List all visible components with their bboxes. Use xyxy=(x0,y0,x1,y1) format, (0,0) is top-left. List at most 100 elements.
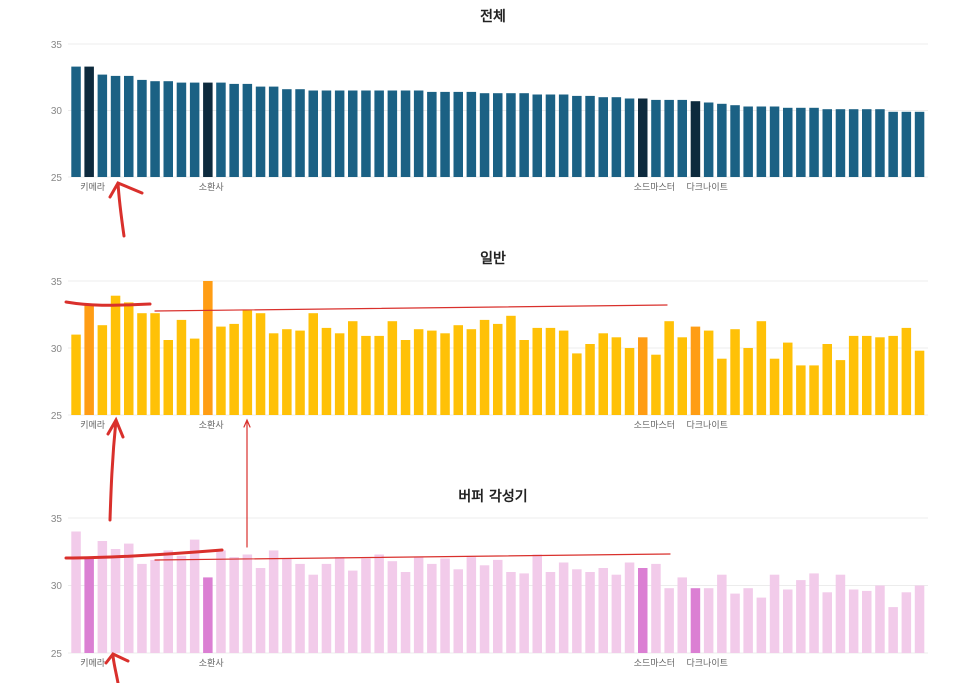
bar xyxy=(572,569,582,653)
bar xyxy=(730,593,740,653)
bar xyxy=(321,327,332,415)
bar xyxy=(914,350,925,415)
bar xyxy=(835,574,846,653)
bar-highlighted xyxy=(690,326,701,415)
bar xyxy=(348,90,358,177)
bar xyxy=(809,107,819,177)
bar xyxy=(888,335,898,415)
bar xyxy=(756,597,767,653)
bar xyxy=(308,313,318,415)
bar xyxy=(835,360,846,415)
bar xyxy=(216,82,226,177)
x-label-darkknight: 다크나이트 xyxy=(687,420,728,431)
bar xyxy=(71,66,81,177)
bar xyxy=(809,573,819,653)
bar xyxy=(229,557,239,653)
bar xyxy=(163,550,173,653)
annotation-underline-general xyxy=(64,300,152,307)
bar xyxy=(189,539,200,653)
x-label-swordmaster: 소드마스터 xyxy=(634,182,675,193)
bar xyxy=(453,91,463,177)
bar xyxy=(189,338,200,415)
bar xyxy=(124,75,134,177)
bar xyxy=(242,310,253,415)
bar-series xyxy=(71,281,925,415)
annotation-line-buffer xyxy=(154,553,671,561)
bar xyxy=(229,83,239,177)
bar xyxy=(493,93,503,177)
bar xyxy=(321,563,332,653)
bar xyxy=(677,337,687,415)
bar xyxy=(558,330,569,415)
bar xyxy=(822,592,832,654)
bar xyxy=(783,107,793,177)
bar xyxy=(743,588,753,653)
x-label-chimera: 키메라 xyxy=(80,420,106,431)
x-label-summoner: 소환사 xyxy=(199,181,225,193)
x-label-darkknight: 다크나이트 xyxy=(687,182,728,193)
y-tick-label: 30 xyxy=(51,581,63,592)
bar xyxy=(282,558,292,653)
bar xyxy=(730,329,740,415)
bar xyxy=(664,588,674,653)
bar xyxy=(769,574,780,653)
bar xyxy=(137,313,147,415)
bar xyxy=(334,90,345,177)
bar xyxy=(400,340,411,415)
annotation-arrow-top xyxy=(108,181,144,238)
bar xyxy=(848,109,859,177)
chart-panel-buffer-awakening: 버퍼 각성기 35 30 25 키메라 소환사 소드마스터 다크나이트 xyxy=(51,488,928,669)
chart-title: 버퍼 각성기 xyxy=(458,488,527,505)
y-tick-label: 25 xyxy=(51,649,63,660)
bar xyxy=(387,321,398,415)
bar xyxy=(796,107,806,177)
bar xyxy=(97,325,108,415)
bar xyxy=(255,86,266,177)
bar xyxy=(624,562,635,653)
y-tick-label: 35 xyxy=(51,514,63,525)
bar xyxy=(110,75,121,177)
bar xyxy=(585,95,595,177)
bar xyxy=(334,333,345,415)
bar xyxy=(453,325,463,415)
bar xyxy=(268,333,279,415)
bar xyxy=(255,313,266,415)
bar xyxy=(189,82,200,177)
bar xyxy=(756,321,767,415)
bar xyxy=(545,572,556,653)
bar xyxy=(901,327,912,415)
bar xyxy=(413,329,424,415)
bar xyxy=(255,568,266,653)
bar xyxy=(348,570,358,653)
bar xyxy=(176,555,187,653)
x-labels: 키메라 소환사 소드마스터 다크나이트 xyxy=(80,657,728,669)
bar-highlighted xyxy=(690,101,701,177)
bar xyxy=(717,103,727,177)
bar xyxy=(321,90,332,177)
bar xyxy=(888,607,898,653)
bar xyxy=(506,572,516,653)
bar xyxy=(703,330,714,415)
x-labels: 키메라 소환사 소드마스터 다크나이트 xyxy=(80,181,728,193)
bar xyxy=(572,95,582,177)
bar xyxy=(229,323,239,415)
bar xyxy=(585,344,595,415)
bar xyxy=(743,106,753,177)
bar xyxy=(506,315,516,415)
bar xyxy=(282,329,292,415)
bar xyxy=(703,588,714,653)
bar xyxy=(796,580,806,653)
chart-panel-general: 일반 35 30 25 키메라 소환사 소드마스터 다크나이트 xyxy=(51,250,928,431)
bar xyxy=(532,327,542,415)
bar xyxy=(268,550,279,653)
chart-title: 일반 xyxy=(480,250,506,267)
bar-highlighted xyxy=(84,558,94,653)
bar xyxy=(295,89,305,177)
bar xyxy=(888,111,898,177)
bar xyxy=(163,81,173,177)
annotation-line-general xyxy=(154,304,668,312)
bar xyxy=(242,83,253,177)
bar xyxy=(717,574,727,653)
bar xyxy=(532,554,542,653)
